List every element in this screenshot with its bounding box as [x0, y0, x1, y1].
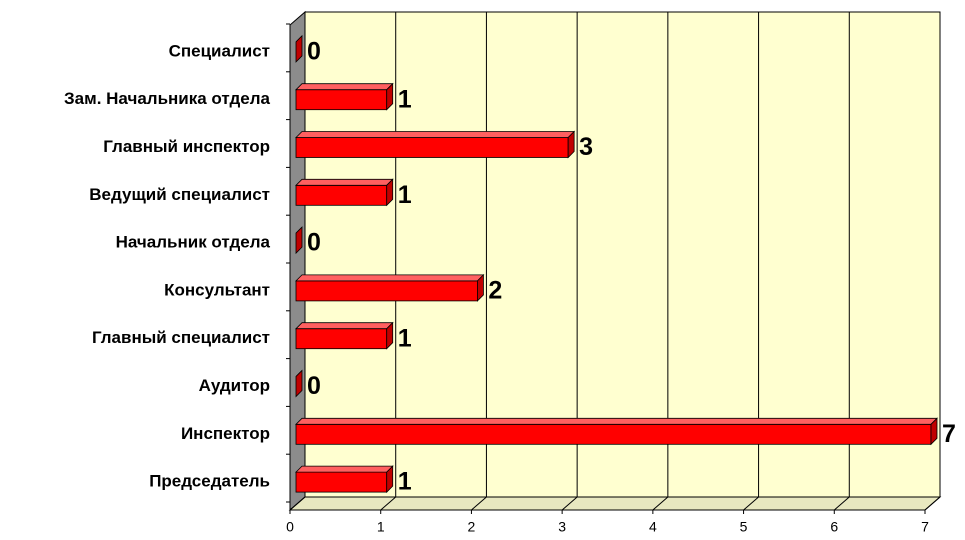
- bar-side: [386, 82, 394, 111]
- y-tick-label: Ведущий специалист: [89, 185, 270, 204]
- bar: [295, 328, 388, 350]
- bar: [295, 280, 478, 302]
- bar-top: [295, 83, 394, 91]
- bar-side: [386, 321, 394, 350]
- x-tick-label: 7: [921, 519, 929, 535]
- x-tick-label: 2: [468, 519, 476, 535]
- bar-side: [386, 178, 394, 207]
- x-tick-label: 3: [558, 519, 566, 535]
- data-label: 1: [398, 181, 412, 209]
- bar-side: [930, 417, 938, 446]
- bar-top: [295, 178, 394, 186]
- bar-top: [295, 274, 485, 282]
- bar-side: [477, 273, 484, 302]
- x-tick-label: 4: [649, 519, 657, 535]
- bar-side: [295, 369, 303, 398]
- bar-top: [295, 322, 394, 330]
- y-tick-label: Председатель: [149, 472, 270, 491]
- grid-line: [289, 496, 306, 511]
- bar: [295, 89, 388, 111]
- x-tick-label: 6: [830, 519, 838, 535]
- x-tick-label: 5: [740, 519, 748, 535]
- bar: [295, 423, 932, 445]
- grid-line: [743, 496, 759, 511]
- data-label: 1: [398, 85, 412, 113]
- data-label: 7: [942, 420, 956, 448]
- grid-line: [561, 496, 578, 511]
- x-tick-label: 0: [286, 519, 294, 535]
- data-label: 0: [307, 229, 321, 257]
- bar-side: [295, 34, 303, 63]
- bar: [295, 184, 388, 206]
- data-label: 0: [307, 372, 321, 400]
- bar-side: [567, 130, 575, 159]
- y-tick-label: Зам. Начальника отдела: [64, 89, 271, 108]
- y-tick-label: Главный инспектор: [103, 137, 270, 156]
- data-label: 1: [398, 324, 412, 352]
- bar-top: [295, 417, 938, 425]
- y-tick-label: Аудитор: [199, 376, 270, 395]
- x-tick-label: 1: [377, 519, 385, 535]
- bar-side: [295, 226, 303, 255]
- grid-line: [652, 496, 669, 511]
- bar-top: [295, 465, 394, 473]
- grid-line: [471, 496, 487, 511]
- bar-side: [386, 465, 394, 494]
- data-label: 1: [398, 468, 412, 496]
- data-label: 2: [488, 277, 502, 305]
- grid-line: [833, 496, 850, 511]
- bar-top: [295, 131, 576, 138]
- y-tick-label: Начальник отдела: [116, 233, 271, 252]
- data-label: 3: [579, 133, 593, 161]
- bar: [295, 137, 569, 158]
- y-tick-label: Консультант: [164, 280, 270, 299]
- grid-line: [924, 496, 941, 511]
- y-tick-label: Инспектор: [181, 424, 270, 443]
- y-tick-label: Главный специалист: [92, 328, 270, 347]
- bar: [295, 471, 388, 493]
- data-label: 0: [307, 38, 321, 66]
- y-tick-label: Специалист: [169, 41, 270, 60]
- grid-line: [380, 496, 397, 511]
